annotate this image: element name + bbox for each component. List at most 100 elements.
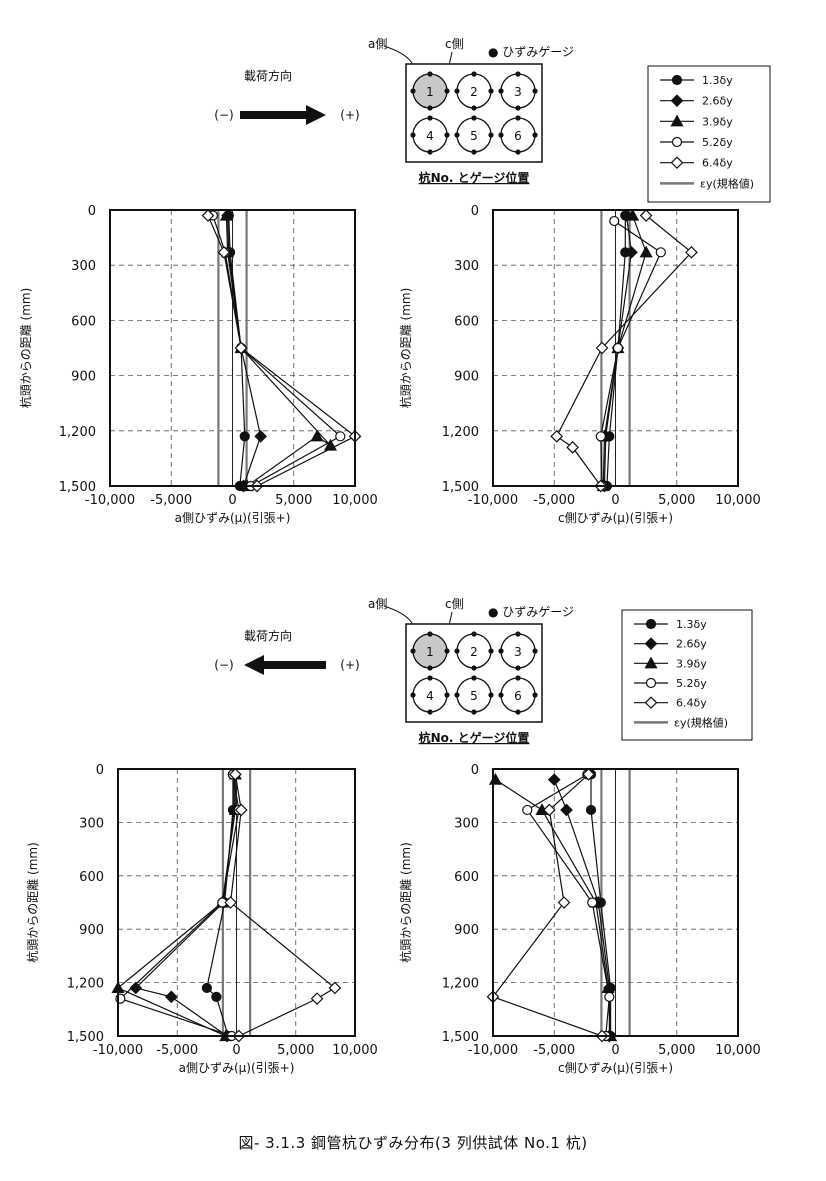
load-direction-label: 載荷方向 bbox=[244, 68, 292, 83]
strain-gauge-dot bbox=[488, 132, 494, 138]
strain-gauge-dot bbox=[427, 105, 433, 111]
legend-label: 2.6δy bbox=[702, 95, 733, 108]
y-tick-label: 900 bbox=[71, 370, 96, 385]
y-tick-label: 1,200 bbox=[67, 977, 104, 992]
y-tick-label: 0 bbox=[88, 204, 96, 219]
series-line bbox=[555, 215, 693, 486]
data-point-marker bbox=[129, 981, 143, 995]
y-tick-label: 600 bbox=[454, 870, 479, 885]
series-markers bbox=[547, 773, 616, 1043]
strain-gauge-dot bbox=[471, 675, 477, 681]
y-tick-label: 1,500 bbox=[59, 480, 96, 495]
data-point-marker bbox=[585, 804, 597, 816]
y-tick-label: 600 bbox=[79, 870, 104, 885]
data-point-marker bbox=[310, 992, 324, 1005]
strain-gauge-dot bbox=[410, 88, 416, 94]
data-point-marker bbox=[612, 342, 624, 354]
strain-gauge-dot bbox=[444, 692, 450, 698]
legend-marker bbox=[670, 156, 684, 170]
strain-gauge-dot bbox=[532, 88, 538, 94]
chart-top-right: -10,000 -5,000 0 5,000 10,000 0 300 600 900 1,200… bbox=[398, 204, 761, 525]
y-tick-label: 900 bbox=[454, 370, 479, 385]
strain-gauge-dot bbox=[471, 115, 477, 121]
chart-top-left: -10,000 -5,000 0 5,000 10,000 0 300 600 900 1,200… bbox=[18, 204, 378, 525]
strain-gauge-dot bbox=[427, 665, 433, 671]
gauge-legend-label: ● ひずみゲージ bbox=[488, 45, 574, 59]
pile-number: 5 bbox=[470, 129, 478, 143]
y-axis-label: 杭頭からの距離 (mm) bbox=[398, 288, 413, 409]
data-point-marker bbox=[234, 803, 248, 817]
strain-gauge-dot bbox=[471, 105, 477, 111]
bottom-header-group: 載荷方向 (−) (+) a側 c側 ● ひずみゲージ 1 2 3 4 5 6 杭No. とゲージ位置 1… bbox=[214, 597, 753, 745]
strain-gauge-dot bbox=[427, 149, 433, 155]
strain-gauge-dot bbox=[454, 692, 460, 698]
data-point-marker bbox=[239, 431, 250, 442]
pile-caption: 杭No. とゲージ位置 bbox=[419, 730, 530, 745]
data-point-marker bbox=[550, 429, 564, 443]
c-side-label: c側 bbox=[445, 597, 464, 611]
legend-marker bbox=[644, 637, 658, 651]
strain-gauge-dot bbox=[488, 88, 494, 94]
x-tick-label: 10,000 bbox=[332, 493, 378, 508]
pile-number: 4 bbox=[426, 129, 434, 143]
x-tick-label: -10,000 bbox=[468, 493, 518, 508]
pile-caption: 杭No. とゲージ位置 bbox=[419, 170, 530, 185]
legend-marker bbox=[644, 696, 658, 710]
strain-gauge-dot bbox=[488, 648, 494, 654]
pile-number: 1 bbox=[426, 85, 434, 99]
load-arrow-right bbox=[240, 105, 326, 125]
pile-number: 4 bbox=[426, 689, 434, 703]
y-tick-label: 300 bbox=[71, 259, 96, 274]
x-tick-label: 10,000 bbox=[715, 1043, 761, 1058]
data-point-marker bbox=[566, 441, 579, 454]
y-tick-label: 300 bbox=[79, 816, 104, 831]
data-point-marker bbox=[604, 991, 615, 1002]
series-6.4δy bbox=[229, 774, 336, 1036]
plot-frame bbox=[492, 768, 739, 1037]
strain-gauge-dot bbox=[515, 675, 521, 681]
chart-bottom-left: -10,000 -5,000 0 5,000 10,000 0 300 600 900 1,200… bbox=[25, 763, 378, 1075]
x-tick-label: 0 bbox=[611, 1043, 619, 1058]
data-point-marker bbox=[217, 245, 231, 259]
x-axis-label: c側ひずみ(μ)(引張+) bbox=[558, 1061, 673, 1075]
strain-gauge-dot bbox=[532, 648, 538, 654]
legend-marker bbox=[644, 656, 658, 669]
data-point-marker bbox=[201, 982, 212, 994]
pile-number: 3 bbox=[514, 85, 522, 99]
pile-number: 2 bbox=[470, 85, 478, 99]
y-tick-label: 600 bbox=[71, 314, 96, 329]
x-axis-label: a側ひずみ(μ)(引張+) bbox=[179, 1061, 295, 1075]
data-point-marker bbox=[201, 209, 215, 222]
strain-gauge-dot bbox=[410, 132, 416, 138]
data-point-marker bbox=[609, 215, 620, 227]
strain-gauge-dot bbox=[532, 692, 538, 698]
x-tick-label: 10,000 bbox=[332, 1043, 378, 1058]
strain-gauge-dot bbox=[444, 88, 450, 94]
data-point-marker bbox=[219, 208, 233, 221]
strain-gauge-dot bbox=[427, 709, 433, 715]
strain-gauge-dot bbox=[427, 115, 433, 121]
legend-label: 1.3δy bbox=[702, 74, 733, 87]
data-point-marker bbox=[557, 896, 571, 909]
legend-marker bbox=[670, 94, 684, 108]
y-axis-label: 杭頭からの距離 (mm) bbox=[398, 842, 413, 963]
positive-sign-label: (+) bbox=[340, 108, 359, 122]
series-line bbox=[229, 774, 336, 1036]
y-tick-label: 0 bbox=[471, 763, 479, 778]
strain-gauge-dot bbox=[454, 132, 460, 138]
legend-label: 5.2δy bbox=[676, 677, 707, 690]
series-line bbox=[206, 774, 234, 1036]
data-point-marker bbox=[655, 247, 666, 258]
data-point-marker bbox=[488, 772, 502, 785]
strain-gauge-dot bbox=[498, 692, 504, 698]
series-1.3δy bbox=[206, 774, 234, 1036]
strain-gauge-dot bbox=[498, 648, 504, 654]
plot-frame bbox=[492, 209, 739, 487]
data-point-marker bbox=[595, 341, 609, 355]
x-tick-label: -10,000 bbox=[468, 1043, 518, 1058]
legend-label: 1.3δy bbox=[676, 618, 707, 631]
data-point-marker bbox=[639, 209, 653, 222]
x-tick-label: 0 bbox=[611, 493, 619, 508]
x-tick-label: 0 bbox=[232, 1043, 240, 1058]
strain-gauge-dot bbox=[410, 692, 416, 698]
